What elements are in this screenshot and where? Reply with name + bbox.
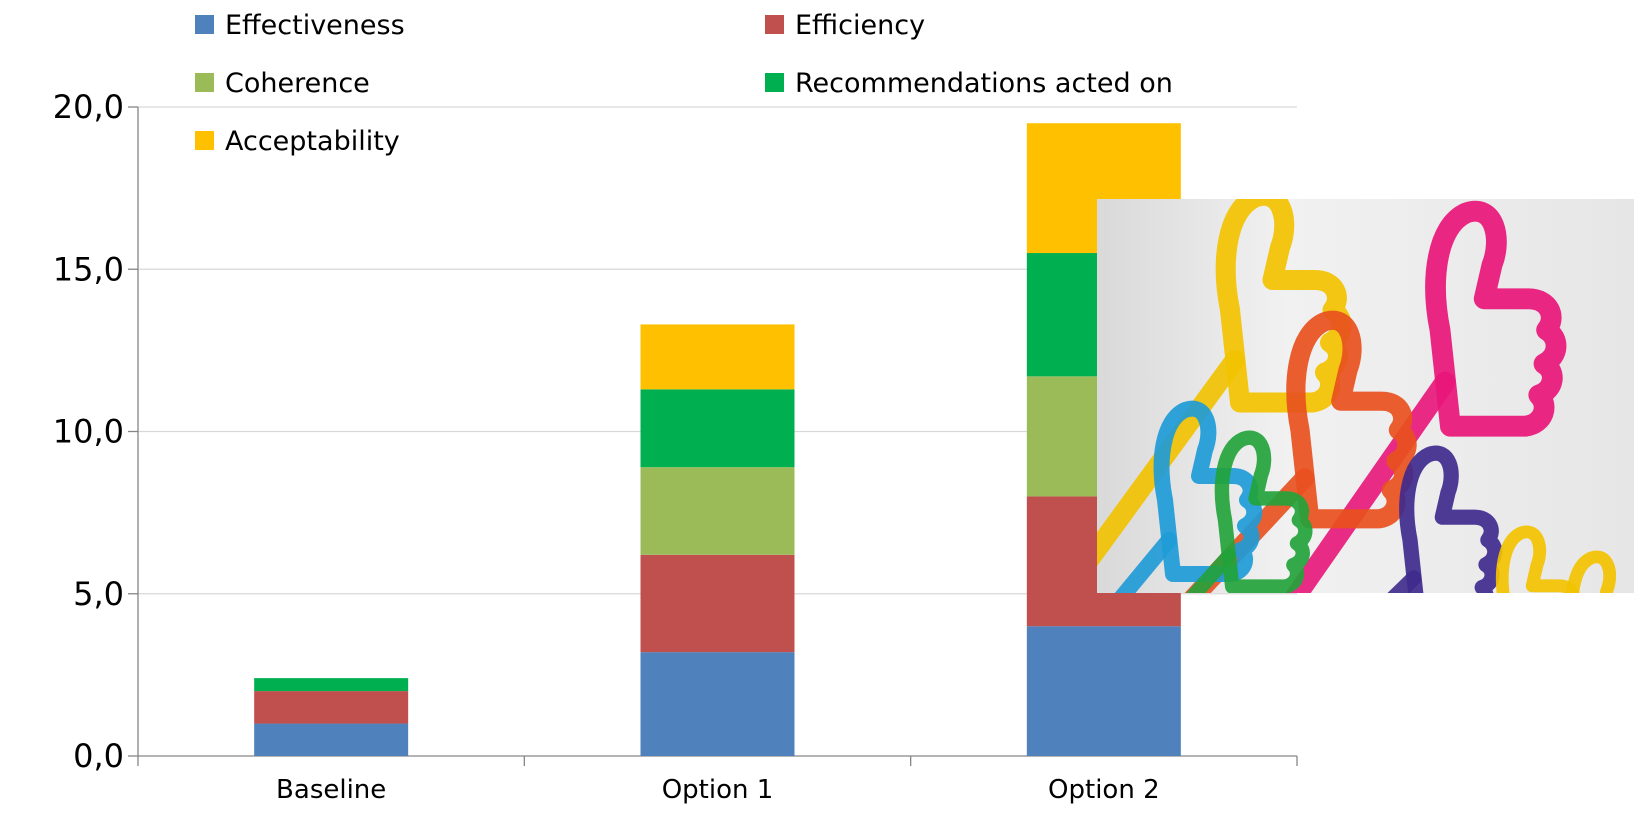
hand-outline — [1286, 310, 1417, 529]
legend-label: Acceptability — [225, 126, 400, 157]
bar-stacks — [254, 123, 1181, 756]
y-tick-label: 10,0 — [53, 413, 124, 451]
bar-recommendations-acted-on-option-1 — [640, 389, 795, 468]
y-tick-label: 5,0 — [73, 575, 124, 613]
y-axis-ticks: 0,0 5,0 10,0 15,0 20,0 — [53, 88, 138, 775]
legend-swatch — [765, 73, 784, 92]
y-tick-label: 20,0 — [53, 88, 124, 126]
legend-swatch — [195, 131, 214, 150]
bar-recommendations-acted-on-baseline — [254, 678, 409, 692]
thumbs-up-icon — [1097, 199, 1352, 567]
legend-swatch — [195, 73, 214, 92]
arm-stroke — [1415, 637, 1508, 727]
arm-stroke — [1485, 662, 1578, 752]
arm-stroke — [1114, 532, 1177, 593]
legend-swatch — [765, 15, 784, 34]
legend-label: Effectiveness — [225, 10, 405, 41]
hand-outline — [1215, 199, 1352, 413]
x-axis-ticks: Baseline Option 1 Option 2 — [137, 756, 1298, 805]
legend: Effectiveness Efficiency Coherence Recommen… — [195, 10, 1173, 157]
x-category-label: Option 1 — [662, 775, 774, 805]
arm-stroke — [1387, 570, 1422, 593]
thumbs-up-icon — [1415, 525, 1580, 727]
hand-outline — [1566, 550, 1617, 593]
bar-acceptability-option-1 — [640, 324, 795, 390]
bar-coherence-option-1 — [640, 467, 795, 555]
x-category-label: Option 2 — [1048, 775, 1160, 805]
legend-label: Efficiency — [795, 10, 925, 41]
bar-efficiency-option-1 — [640, 554, 795, 653]
thumbs-up-icon — [1186, 430, 1313, 593]
bar-efficiency-baseline — [254, 691, 409, 724]
arm-stroke — [1186, 548, 1236, 593]
y-tick-label: 15,0 — [53, 250, 124, 288]
y-tick-label: 0,0 — [73, 737, 124, 775]
hand-outline — [1425, 200, 1567, 437]
hand-outline — [1399, 445, 1503, 593]
legend-swatch — [195, 15, 214, 34]
hand-outline — [1495, 525, 1580, 593]
legend-label: Recommendations acted on — [795, 68, 1173, 99]
legend-label: Coherence — [225, 68, 370, 99]
x-category-label: Baseline — [276, 775, 386, 805]
thumbs-up-icon — [1485, 550, 1617, 752]
thumbs-up-photo — [1097, 199, 1634, 752]
hand-outline — [1214, 430, 1313, 593]
bar-effectiveness-baseline — [254, 723, 409, 756]
thumbs-up-icons — [1097, 199, 1617, 752]
arm-stroke — [1097, 350, 1245, 567]
thumbs-up-icon — [1387, 445, 1503, 593]
bar-effectiveness-option-2 — [1026, 626, 1181, 756]
bar-effectiveness-option-1 — [640, 652, 795, 756]
